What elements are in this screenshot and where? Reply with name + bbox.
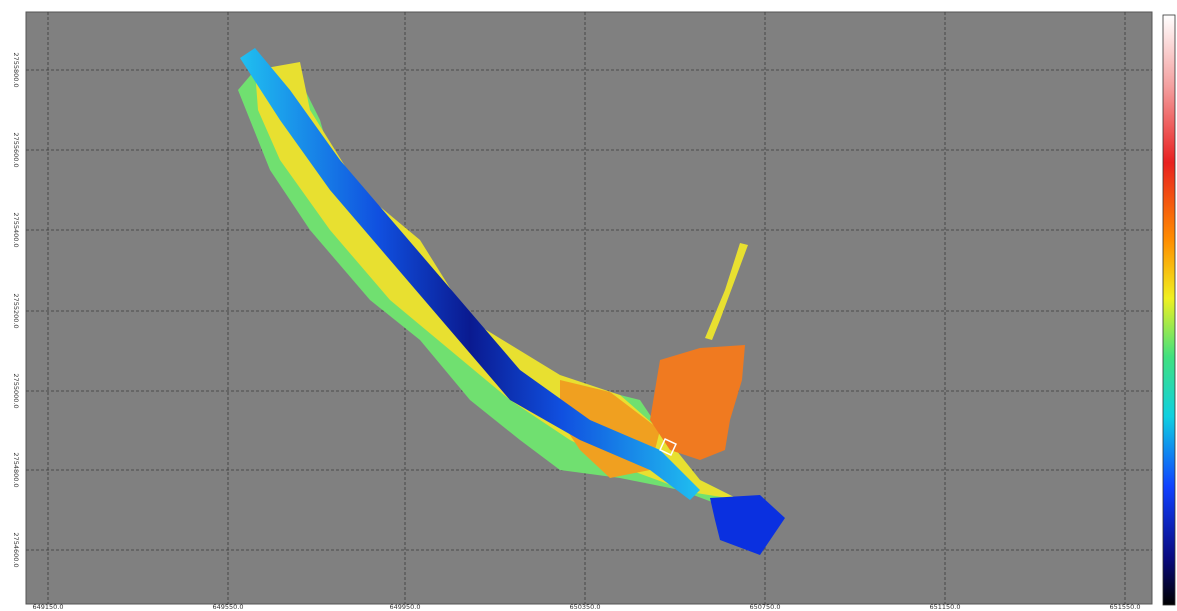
tick-label: 650750.0 [749, 603, 780, 611]
y-axis-labels: 2755800.0 2755600.0 2755400.0 2755200.0 2755… [12, 52, 20, 567]
tick-label: 2755800.0 [12, 52, 20, 87]
tick-label: 2755200.0 [12, 293, 20, 328]
tick-label: 2754800.0 [12, 452, 20, 487]
tick-label: 2755600.0 [12, 132, 20, 167]
tick-label: 651150.0 [929, 603, 960, 611]
tick-label: 2754600.0 [12, 532, 20, 567]
tick-label: 2755000.0 [12, 373, 20, 408]
map-view: 649150.0 649550.0 649950.0 650350.0 650750.0… [0, 0, 1177, 611]
tick-label: 649150.0 [32, 603, 63, 611]
tick-label: 650350.0 [569, 603, 600, 611]
tick-label: 2755400.0 [12, 212, 20, 247]
tick-label: 649950.0 [389, 603, 420, 611]
tick-label: 651550.0 [1109, 603, 1140, 611]
plot-area [26, 12, 1152, 604]
colorbar [1163, 15, 1175, 605]
tick-label: 649550.0 [212, 603, 243, 611]
